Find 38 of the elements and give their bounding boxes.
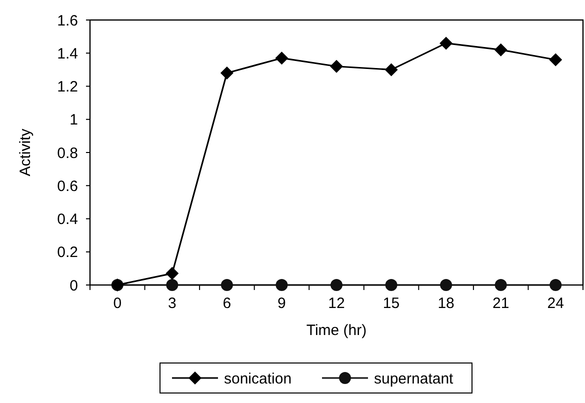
point (385, 279, 398, 291)
x-tick-label: 21 (492, 295, 510, 312)
point (220, 66, 234, 80)
point (166, 279, 178, 291)
y-tick-label: 1.2 (57, 78, 78, 96)
y-tick-label: 0.2 (57, 244, 78, 262)
x-tick-label: 18 (438, 295, 454, 312)
legend-label: sonication (224, 370, 292, 388)
point (494, 279, 507, 291)
x-tick-label: 9 (278, 295, 286, 312)
point (220, 279, 233, 291)
y-tick-label: 1.6 (57, 12, 78, 30)
y-tick-label: 0 (70, 277, 78, 294)
point (384, 63, 398, 76)
point (330, 279, 342, 291)
point (330, 60, 343, 73)
y-tick-label: 1.4 (57, 45, 78, 62)
x-axis-title: Time (hr) (306, 322, 367, 339)
x-tick-label: 24 (547, 295, 564, 312)
legend-label: supernatant (374, 370, 454, 388)
y-tick-label: 1 (70, 112, 78, 129)
y-tick-label: 0.4 (57, 211, 78, 228)
y-tick-label: 0.6 (57, 178, 78, 195)
y-axis-title: Activity (17, 128, 34, 176)
point (494, 43, 508, 56)
point (550, 279, 562, 291)
point (440, 279, 452, 291)
point (276, 279, 288, 291)
x-tick-label: 6 (222, 295, 232, 312)
point (549, 53, 562, 66)
point (440, 36, 453, 50)
y-tick-label: 0.8 (57, 144, 78, 162)
point (275, 52, 288, 65)
point (166, 266, 179, 280)
x-tick-label: 0 (113, 295, 122, 312)
x-tick-label: 12 (328, 295, 345, 312)
x-tick-label: 15 (382, 295, 400, 312)
x-tick-label: 3 (168, 295, 176, 312)
